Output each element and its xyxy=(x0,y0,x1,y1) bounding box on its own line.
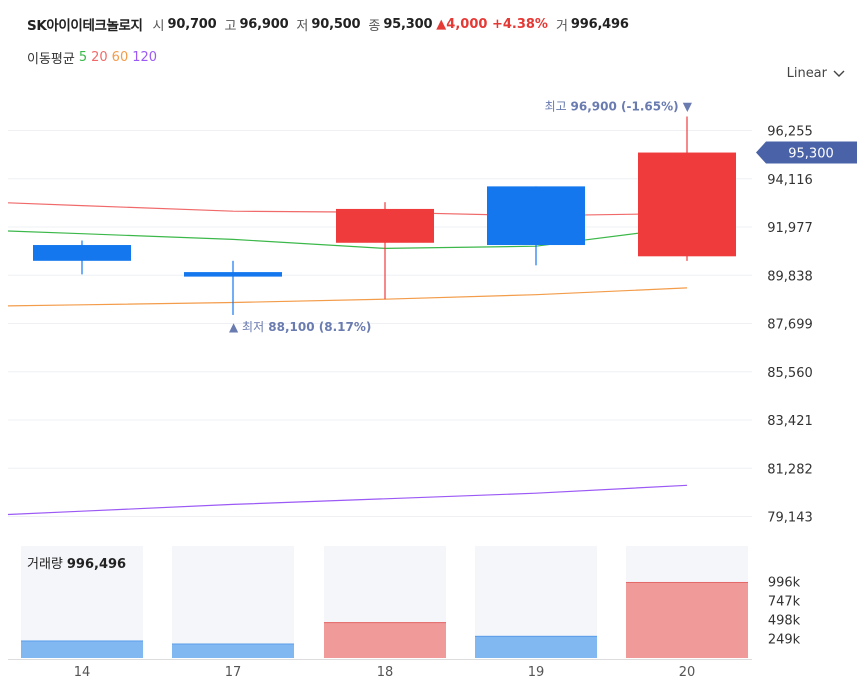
scale-selector[interactable]: Linear xyxy=(787,66,845,81)
candle-body xyxy=(184,272,282,277)
y-tick-label: 96,255 xyxy=(767,125,813,140)
candle-body xyxy=(638,152,736,257)
candle-body xyxy=(33,245,131,261)
volume-tick-label: 498k xyxy=(768,614,801,629)
current-price-tag xyxy=(756,141,857,164)
volume-bar xyxy=(626,581,748,658)
volume-panel-title: 거래량 xyxy=(27,557,63,572)
ma-120-label[interactable]: 120 xyxy=(132,50,158,65)
y-tick-label: 94,116 xyxy=(767,173,813,188)
volume-column-bg xyxy=(21,546,143,658)
volume-tick-label: 747k xyxy=(768,595,801,610)
high-annotation: 최고 96,900 (-1.65%) ▼ xyxy=(545,99,693,113)
high-label: 고 xyxy=(224,18,237,34)
close-label: 종 xyxy=(368,18,381,34)
x-tick-label: 20 xyxy=(679,665,696,680)
open-label: 시 xyxy=(152,18,165,34)
low-value: 90,500 xyxy=(311,16,361,32)
change-value: ▲4,000 +4.38% xyxy=(436,16,548,32)
y-tick-label: 83,421 xyxy=(767,414,813,429)
x-tick-label: 19 xyxy=(528,665,545,680)
volume-tick-label: 996k xyxy=(768,576,801,591)
low-annotation: ▲ 최저 88,100 (8.17%) xyxy=(229,320,371,334)
ma-5-label[interactable]: 5 xyxy=(78,50,88,65)
y-tick-label: 91,977 xyxy=(767,221,813,236)
y-tick-label: 87,699 xyxy=(767,318,813,333)
volume-bar xyxy=(475,635,597,658)
volume-bar xyxy=(324,622,446,658)
scale-selector-value: Linear xyxy=(786,66,827,81)
close-value: 95,300 xyxy=(383,16,433,32)
candle-body xyxy=(487,186,585,246)
chevron-down-icon xyxy=(833,70,845,77)
x-tick-label: 18 xyxy=(377,665,394,680)
volume-bar xyxy=(21,640,143,658)
volume-panel-value: 996,496 xyxy=(66,557,127,572)
y-tick-label: 85,560 xyxy=(767,366,813,381)
volume-panel-label: 거래량 996,496 xyxy=(27,553,126,572)
y-tick-label: 89,838 xyxy=(767,269,813,284)
ma-20-label[interactable]: 20 xyxy=(91,50,108,65)
x-tick-label: 17 xyxy=(225,665,242,680)
high-value: 96,900 xyxy=(239,16,289,32)
volume-tick-label: 249k xyxy=(768,633,801,648)
stock-summary-header: SK아이이테크놀로지 시 90,700 고 96,900 저 90,500 종 … xyxy=(27,14,637,35)
ma-legend-label: 이동평균 xyxy=(27,52,75,67)
moving-average-legend: 이동평균 5 20 60 120 xyxy=(27,48,161,67)
ma-60-label[interactable]: 60 xyxy=(111,50,129,65)
open-value: 90,700 xyxy=(167,16,217,32)
candle-body xyxy=(336,208,434,243)
stock-name: SK아이이테크놀로지 xyxy=(27,18,143,34)
y-tick-label: 79,143 xyxy=(767,511,813,526)
volume-value: 996,496 xyxy=(570,16,629,32)
ma-line-60 xyxy=(7,287,688,307)
current-price-label: 95,300 xyxy=(788,147,834,162)
y-tick-label: 81,282 xyxy=(767,462,813,477)
volume-label: 거 xyxy=(555,18,568,34)
ma-line-120 xyxy=(7,484,688,516)
volume-column-bg xyxy=(172,546,294,658)
x-tick-label: 14 xyxy=(74,665,91,680)
volume-bar xyxy=(172,643,294,658)
low-label: 저 xyxy=(296,18,309,34)
